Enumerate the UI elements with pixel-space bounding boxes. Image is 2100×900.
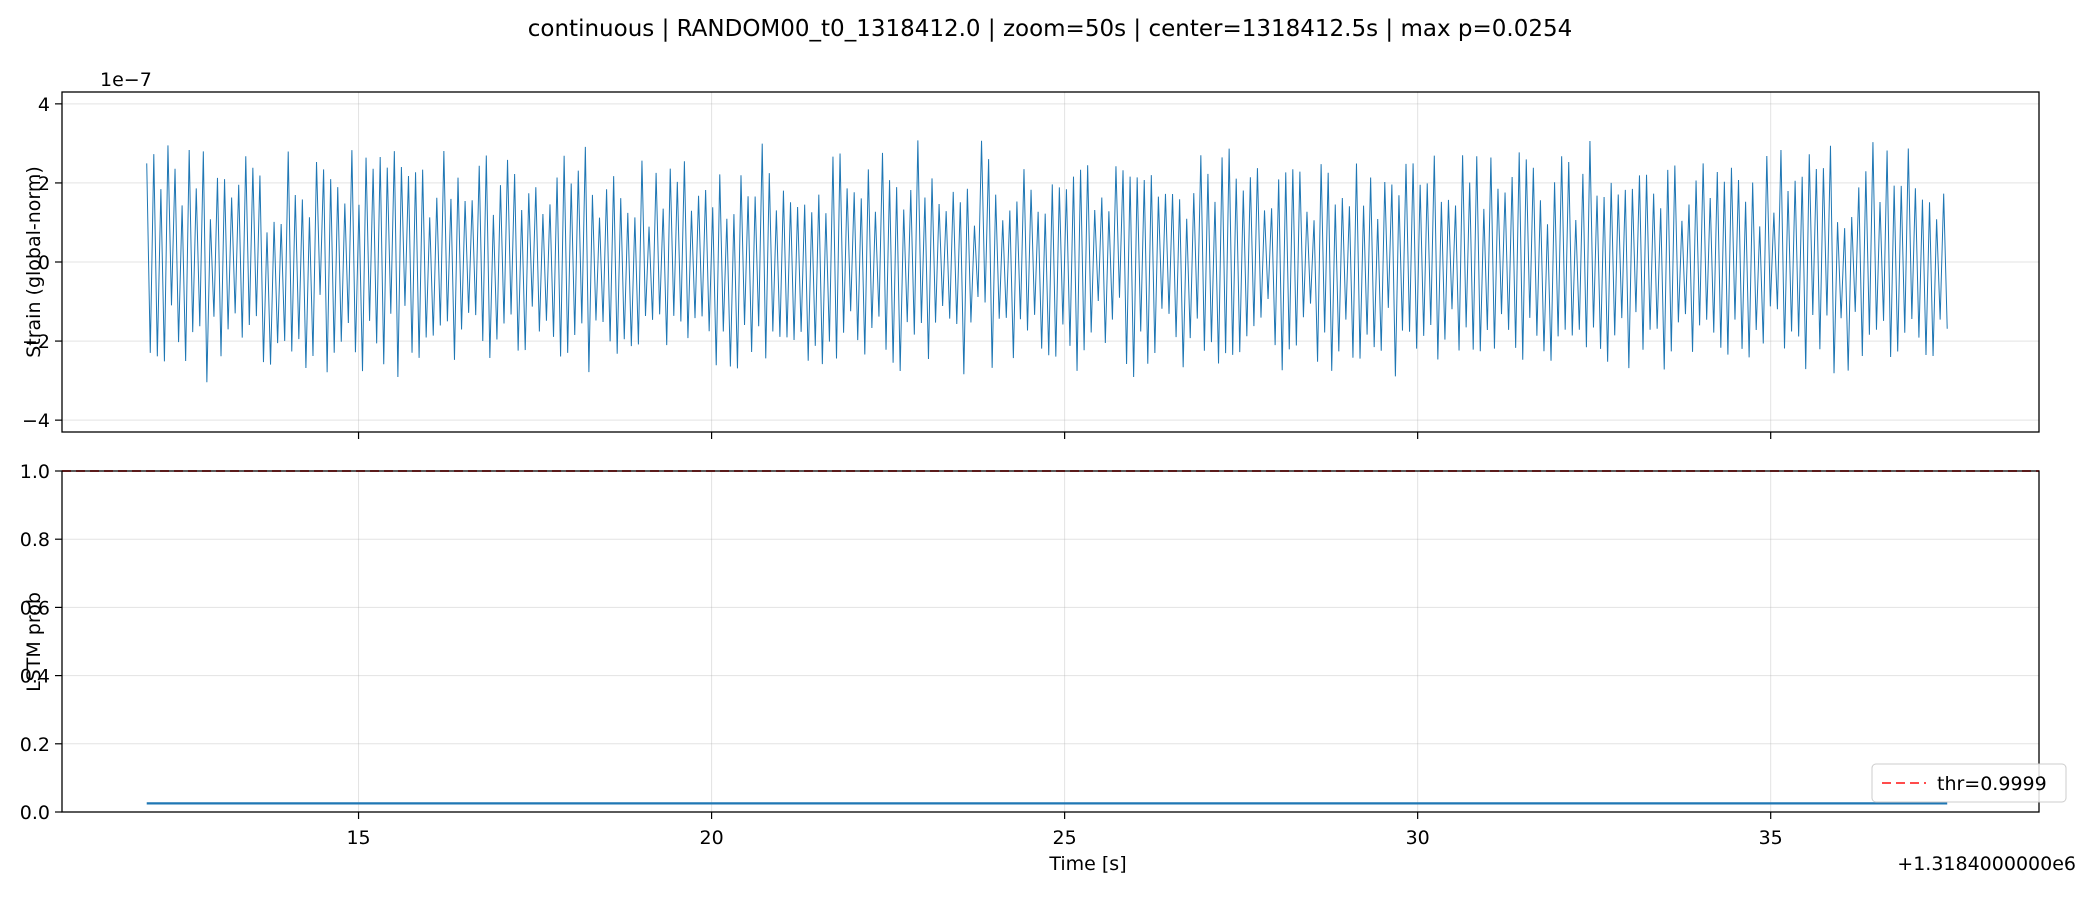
strain-panel: −4 −2 0 2 4 1e−7 Strain (global-norm) <box>22 69 2040 439</box>
lstm-yticks: 0.0 0.2 0.4 0.6 0.8 1.0 <box>20 461 62 824</box>
strain-ylabel: Strain (global-norm) <box>23 166 45 358</box>
lstm-ytick-label: 0.8 <box>20 529 50 551</box>
lstm-xtick-label: 15 <box>346 827 370 849</box>
strain-ytick-label: 4 <box>38 94 50 116</box>
legend-threshold-label: thr=0.9999 <box>1937 773 2047 795</box>
lstm-ylabel: LSTM prob <box>23 592 45 692</box>
lstm-ytick-label: 1.0 <box>20 461 50 483</box>
strain-series-line <box>146 140 1948 383</box>
lstm-axes-frame <box>61 470 2040 813</box>
strain-ytick-label: −4 <box>22 410 50 432</box>
figure-title: continuous | RANDOM00_t0_1318412.0 | zoo… <box>528 16 1572 42</box>
lstm-ytick-label: 0.4 <box>20 666 50 688</box>
legend: thr=0.9999 <box>1871 763 2067 803</box>
lstm-xtick-label: 25 <box>1053 827 1077 849</box>
lstm-xtick-label: 35 <box>1759 827 1783 849</box>
lstm-xtick-label: 20 <box>699 827 723 849</box>
legend-box <box>1871 763 2067 803</box>
lstm-grid <box>62 470 2039 813</box>
lstm-xlabel: Time [s] <box>1048 853 1126 875</box>
lstm-ytick-label: 0.2 <box>20 734 50 756</box>
strain-series <box>146 140 1948 383</box>
strain-yticks: −4 −2 0 2 4 <box>22 94 62 432</box>
lstm-panel: 0.00.20.40.60.81.0 15 20 25 30 35 LSTM prob … <box>20 461 2076 875</box>
strain-ytick-label: 0 <box>38 252 50 274</box>
strain-ytick-label: −2 <box>22 331 50 353</box>
lstm-xticks: 15 20 25 30 35 <box>346 812 1783 849</box>
strain-xticks <box>357 432 1772 439</box>
lstm-ytick-label: 0.6 <box>20 597 50 619</box>
strain-offset-text: 1e−7 <box>100 69 152 91</box>
lstm-ytick-label: 0.0 <box>20 802 50 824</box>
strain-ytick-label: 2 <box>38 173 50 195</box>
lstm-offset-text: +1.3184000000e6 <box>1897 853 2076 875</box>
lstm-xtick-label: 30 <box>1406 827 1430 849</box>
